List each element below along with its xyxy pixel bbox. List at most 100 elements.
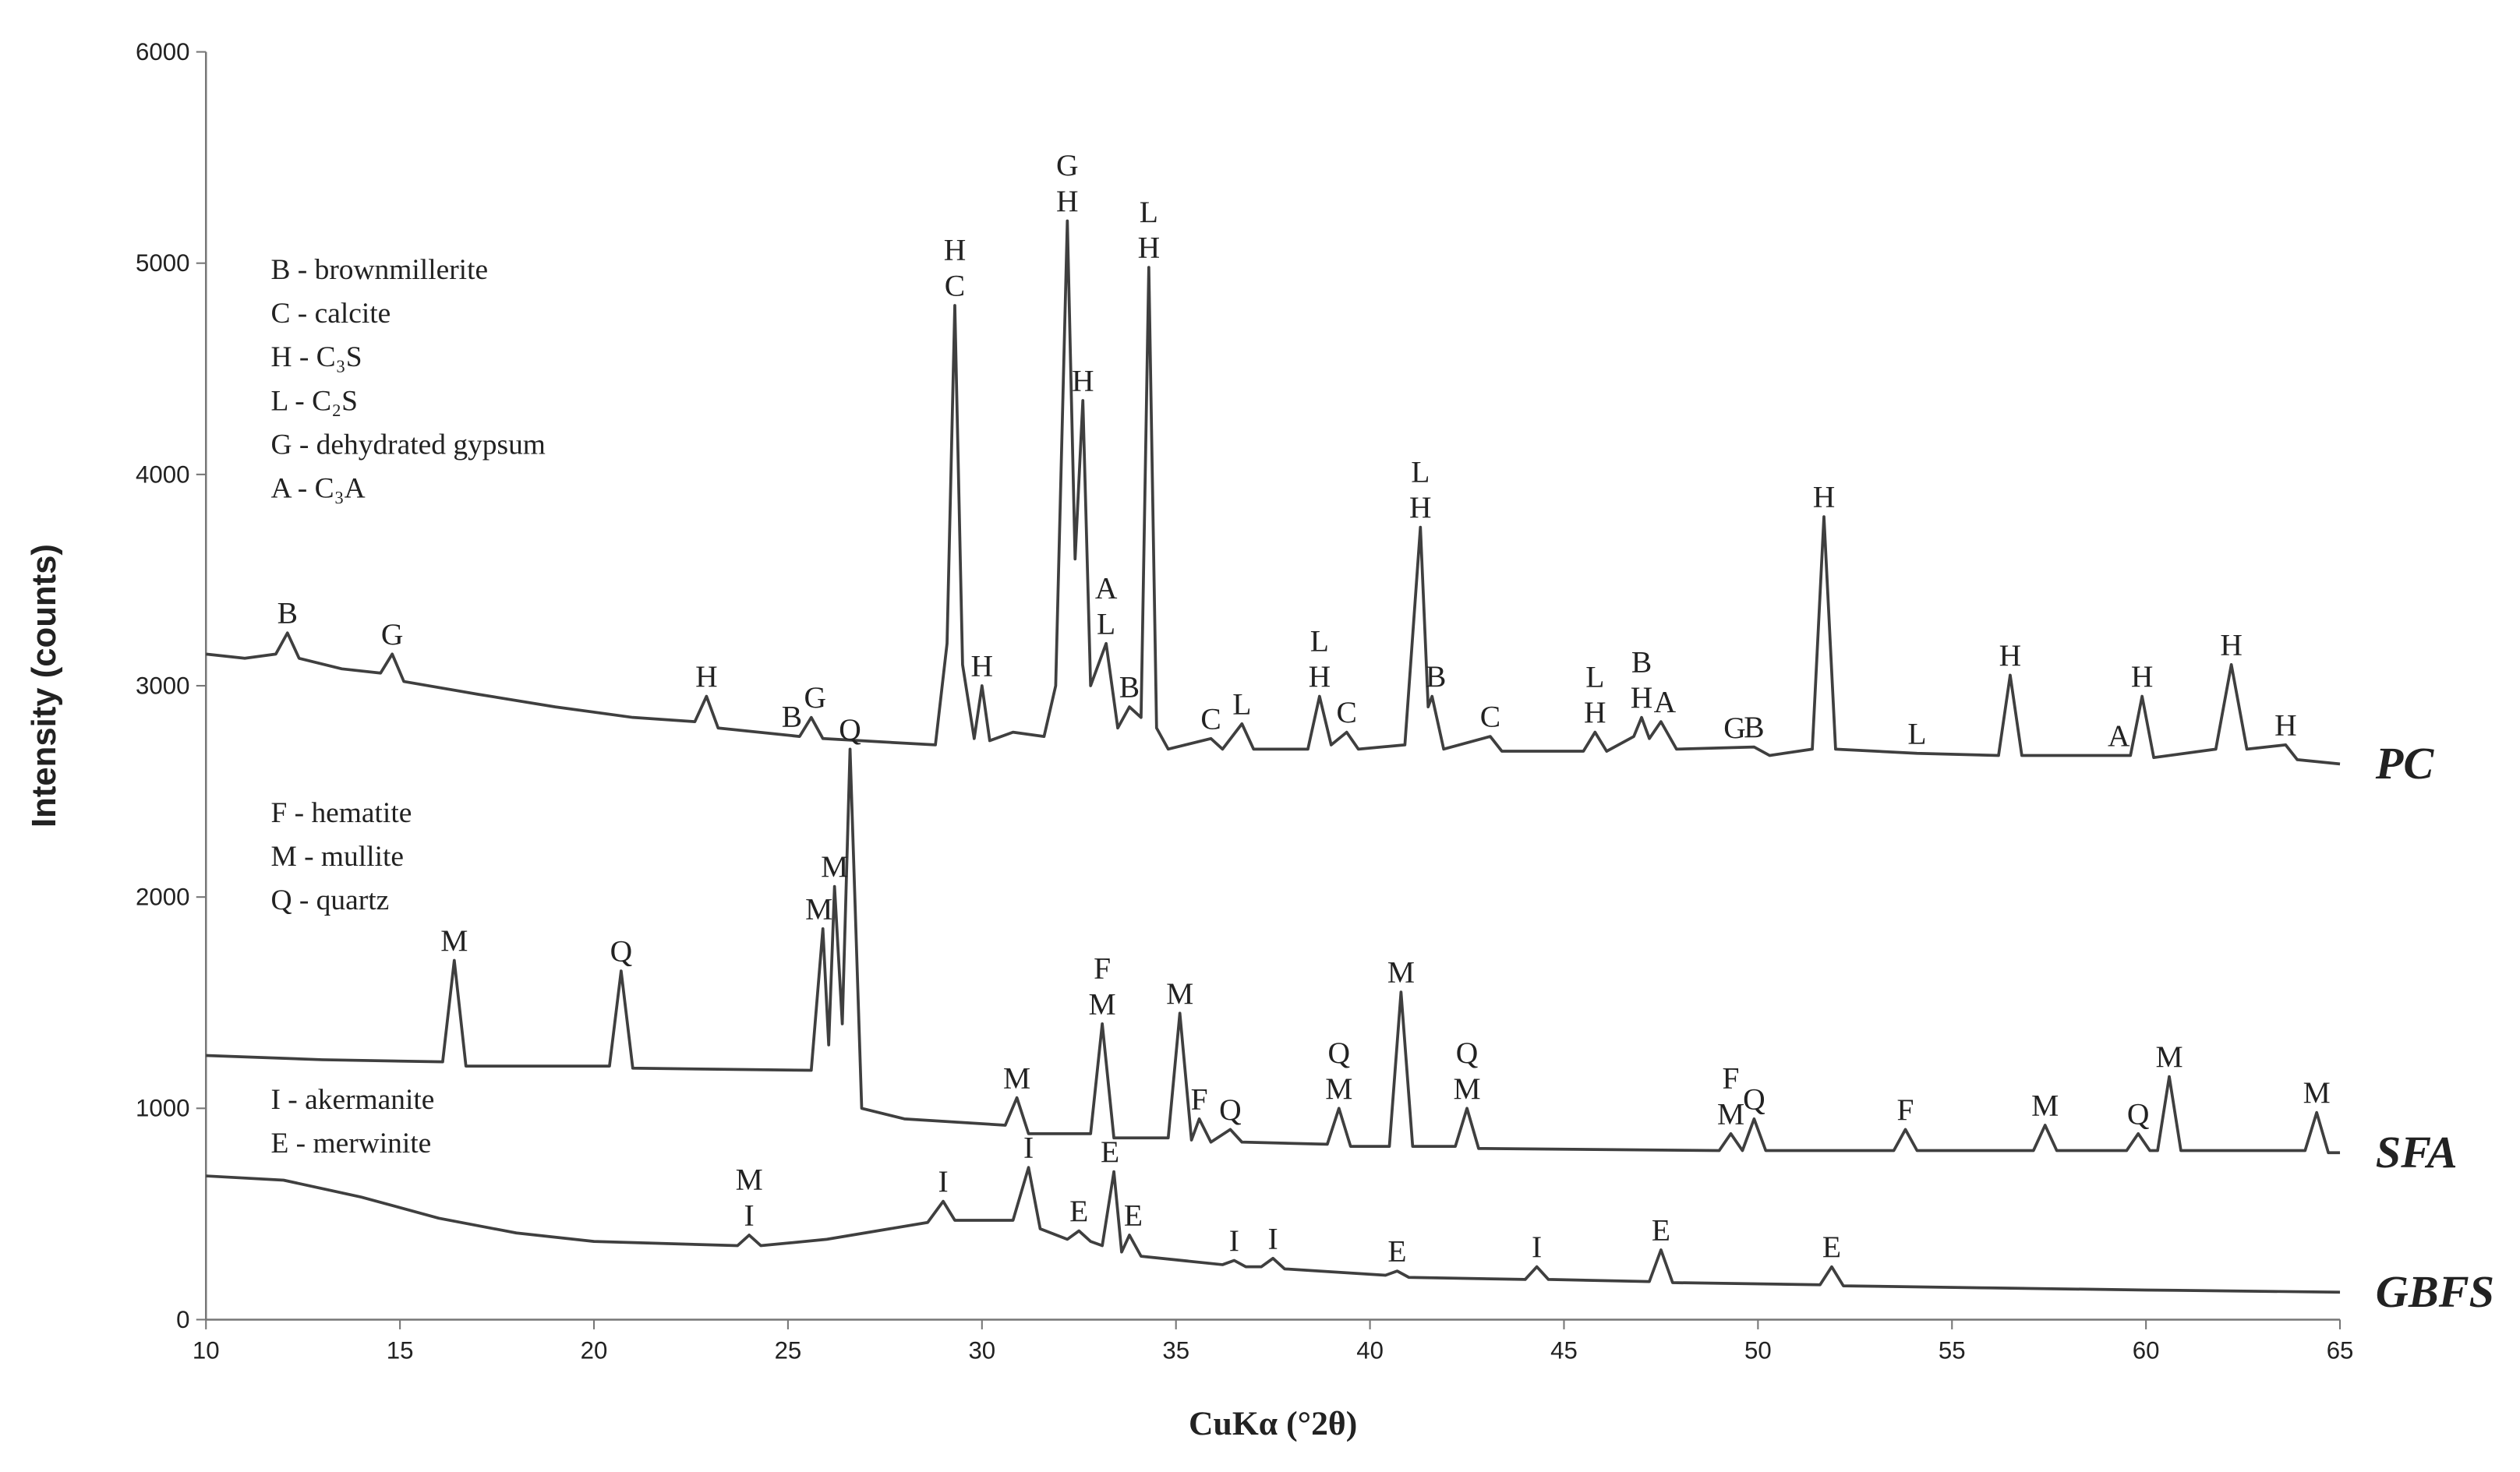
peak-label: A	[1654, 685, 1677, 719]
series-name: SFA	[2376, 1127, 2458, 1177]
peak-label: H	[1056, 184, 1079, 218]
peak-label: E	[1069, 1194, 1088, 1228]
peak-label: Q	[2127, 1096, 2150, 1131]
x-tick-label: 35	[1162, 1336, 1189, 1364]
y-tick-label: 6000	[136, 38, 189, 65]
peak-label: L	[1232, 687, 1251, 721]
peak-label: M	[821, 849, 848, 884]
peak-label: H	[2131, 659, 2154, 694]
x-tick-label: 65	[2327, 1336, 2354, 1364]
peak-label: M	[805, 891, 832, 926]
peak-label: F	[1723, 1061, 1740, 1096]
peak-label: B	[1631, 644, 1652, 679]
peak-label: H	[1813, 480, 1836, 514]
x-axis-title: CuKα (°2θ)	[1189, 1405, 1357, 1442]
phase-key: B - brownmillerite	[270, 254, 488, 286]
phase-key: H - C₃S	[270, 341, 362, 373]
peak-label: G	[1056, 148, 1079, 182]
peak-label: H	[2274, 708, 2297, 742]
peak-label: Q	[839, 712, 861, 747]
peak-label: H	[971, 649, 994, 683]
peak-label: Q	[610, 934, 633, 969]
x-tick-label: 55	[1939, 1336, 1966, 1364]
series-line	[206, 747, 2341, 1155]
peak-label: L	[1907, 716, 1926, 750]
peak-label: I	[1532, 1230, 1542, 1264]
phase-key: L - C₂S	[270, 385, 358, 417]
peak-label: Q	[1743, 1082, 1765, 1116]
x-tick-label: 20	[581, 1336, 608, 1364]
peak-label: M	[440, 923, 468, 958]
peak-label: A	[1095, 571, 1118, 605]
peak-label: M	[1325, 1071, 1352, 1106]
peak-label: H	[2220, 627, 2243, 662]
peak-label: C	[1480, 700, 1500, 734]
x-tick-label: 10	[193, 1336, 220, 1364]
y-tick-label: 3000	[136, 672, 189, 699]
peak-label: I	[744, 1198, 755, 1233]
phase-key: G - dehydrated gypsum	[270, 429, 545, 461]
peak-label: H	[1309, 659, 1331, 694]
phase-key: A - C₃A	[270, 473, 365, 505]
peak-label: G	[1723, 711, 1746, 745]
peak-label: H	[1999, 638, 2022, 672]
peak-label: B	[1426, 659, 1446, 694]
peak-label: E	[1101, 1135, 1119, 1169]
peak-label: H	[1072, 363, 1094, 397]
peak-label: H	[1631, 680, 1653, 715]
y-tick-label: 4000	[136, 461, 189, 488]
x-tick-label: 15	[387, 1336, 414, 1364]
peak-label: B	[277, 596, 298, 630]
peak-label: B	[1744, 710, 1764, 744]
peak-label: M	[736, 1163, 763, 1197]
peak-label: F	[1897, 1093, 1914, 1127]
peak-label: M	[1453, 1071, 1480, 1106]
y-tick-label: 2000	[136, 884, 189, 911]
peak-label: H	[695, 659, 718, 694]
x-tick-label: 40	[1356, 1336, 1384, 1364]
peak-label: G	[804, 680, 826, 715]
x-tick-label: 25	[775, 1336, 802, 1364]
y-tick-label: 1000	[136, 1095, 189, 1122]
peak-label: H	[1409, 490, 1432, 524]
peak-label: F	[1094, 951, 1111, 986]
peak-label: C	[1200, 701, 1221, 736]
peak-label: E	[1124, 1198, 1143, 1233]
x-tick-label: 60	[2133, 1336, 2160, 1364]
peak-label: L	[1097, 606, 1115, 641]
peak-label: G	[381, 617, 404, 651]
phase-key: M - mullite	[270, 841, 404, 873]
peak-label: B	[1119, 670, 1140, 704]
peak-label: H	[1584, 695, 1606, 729]
series-line	[206, 219, 2341, 766]
peak-label: A	[2108, 718, 2130, 753]
series-name: GBFS	[2376, 1266, 2494, 1317]
peak-label: H	[1138, 231, 1161, 265]
peak-label: I	[1268, 1221, 1278, 1255]
peak-label: C	[945, 268, 965, 302]
peak-label: L	[1585, 659, 1604, 694]
peak-label: E	[1387, 1234, 1406, 1269]
peak-label: L	[1411, 454, 1430, 489]
peak-label: M	[1089, 987, 1116, 1021]
y-tick-label: 5000	[136, 249, 189, 277]
x-tick-label: 50	[1744, 1336, 1772, 1364]
peak-label: F	[1191, 1082, 1208, 1116]
peak-label: M	[1387, 955, 1415, 990]
peak-label: H	[944, 233, 967, 267]
peak-label: I	[1229, 1223, 1239, 1258]
peak-label: I	[938, 1164, 948, 1198]
peak-label: B	[782, 700, 802, 734]
peak-label: M	[2031, 1089, 2059, 1123]
peak-label: Q	[1327, 1036, 1350, 1070]
phase-key: I - akermanite	[270, 1084, 434, 1116]
peak-label: E	[1652, 1213, 1670, 1247]
phase-key: F - hematite	[270, 797, 412, 829]
x-tick-label: 30	[968, 1336, 995, 1364]
peak-label: M	[2303, 1075, 2331, 1110]
x-tick-label: 45	[1550, 1336, 1578, 1364]
y-tick-label: 0	[176, 1306, 189, 1333]
peak-label: M	[1166, 976, 1193, 1011]
peak-label: M	[1717, 1096, 1744, 1131]
series-name: PC	[2375, 738, 2435, 789]
